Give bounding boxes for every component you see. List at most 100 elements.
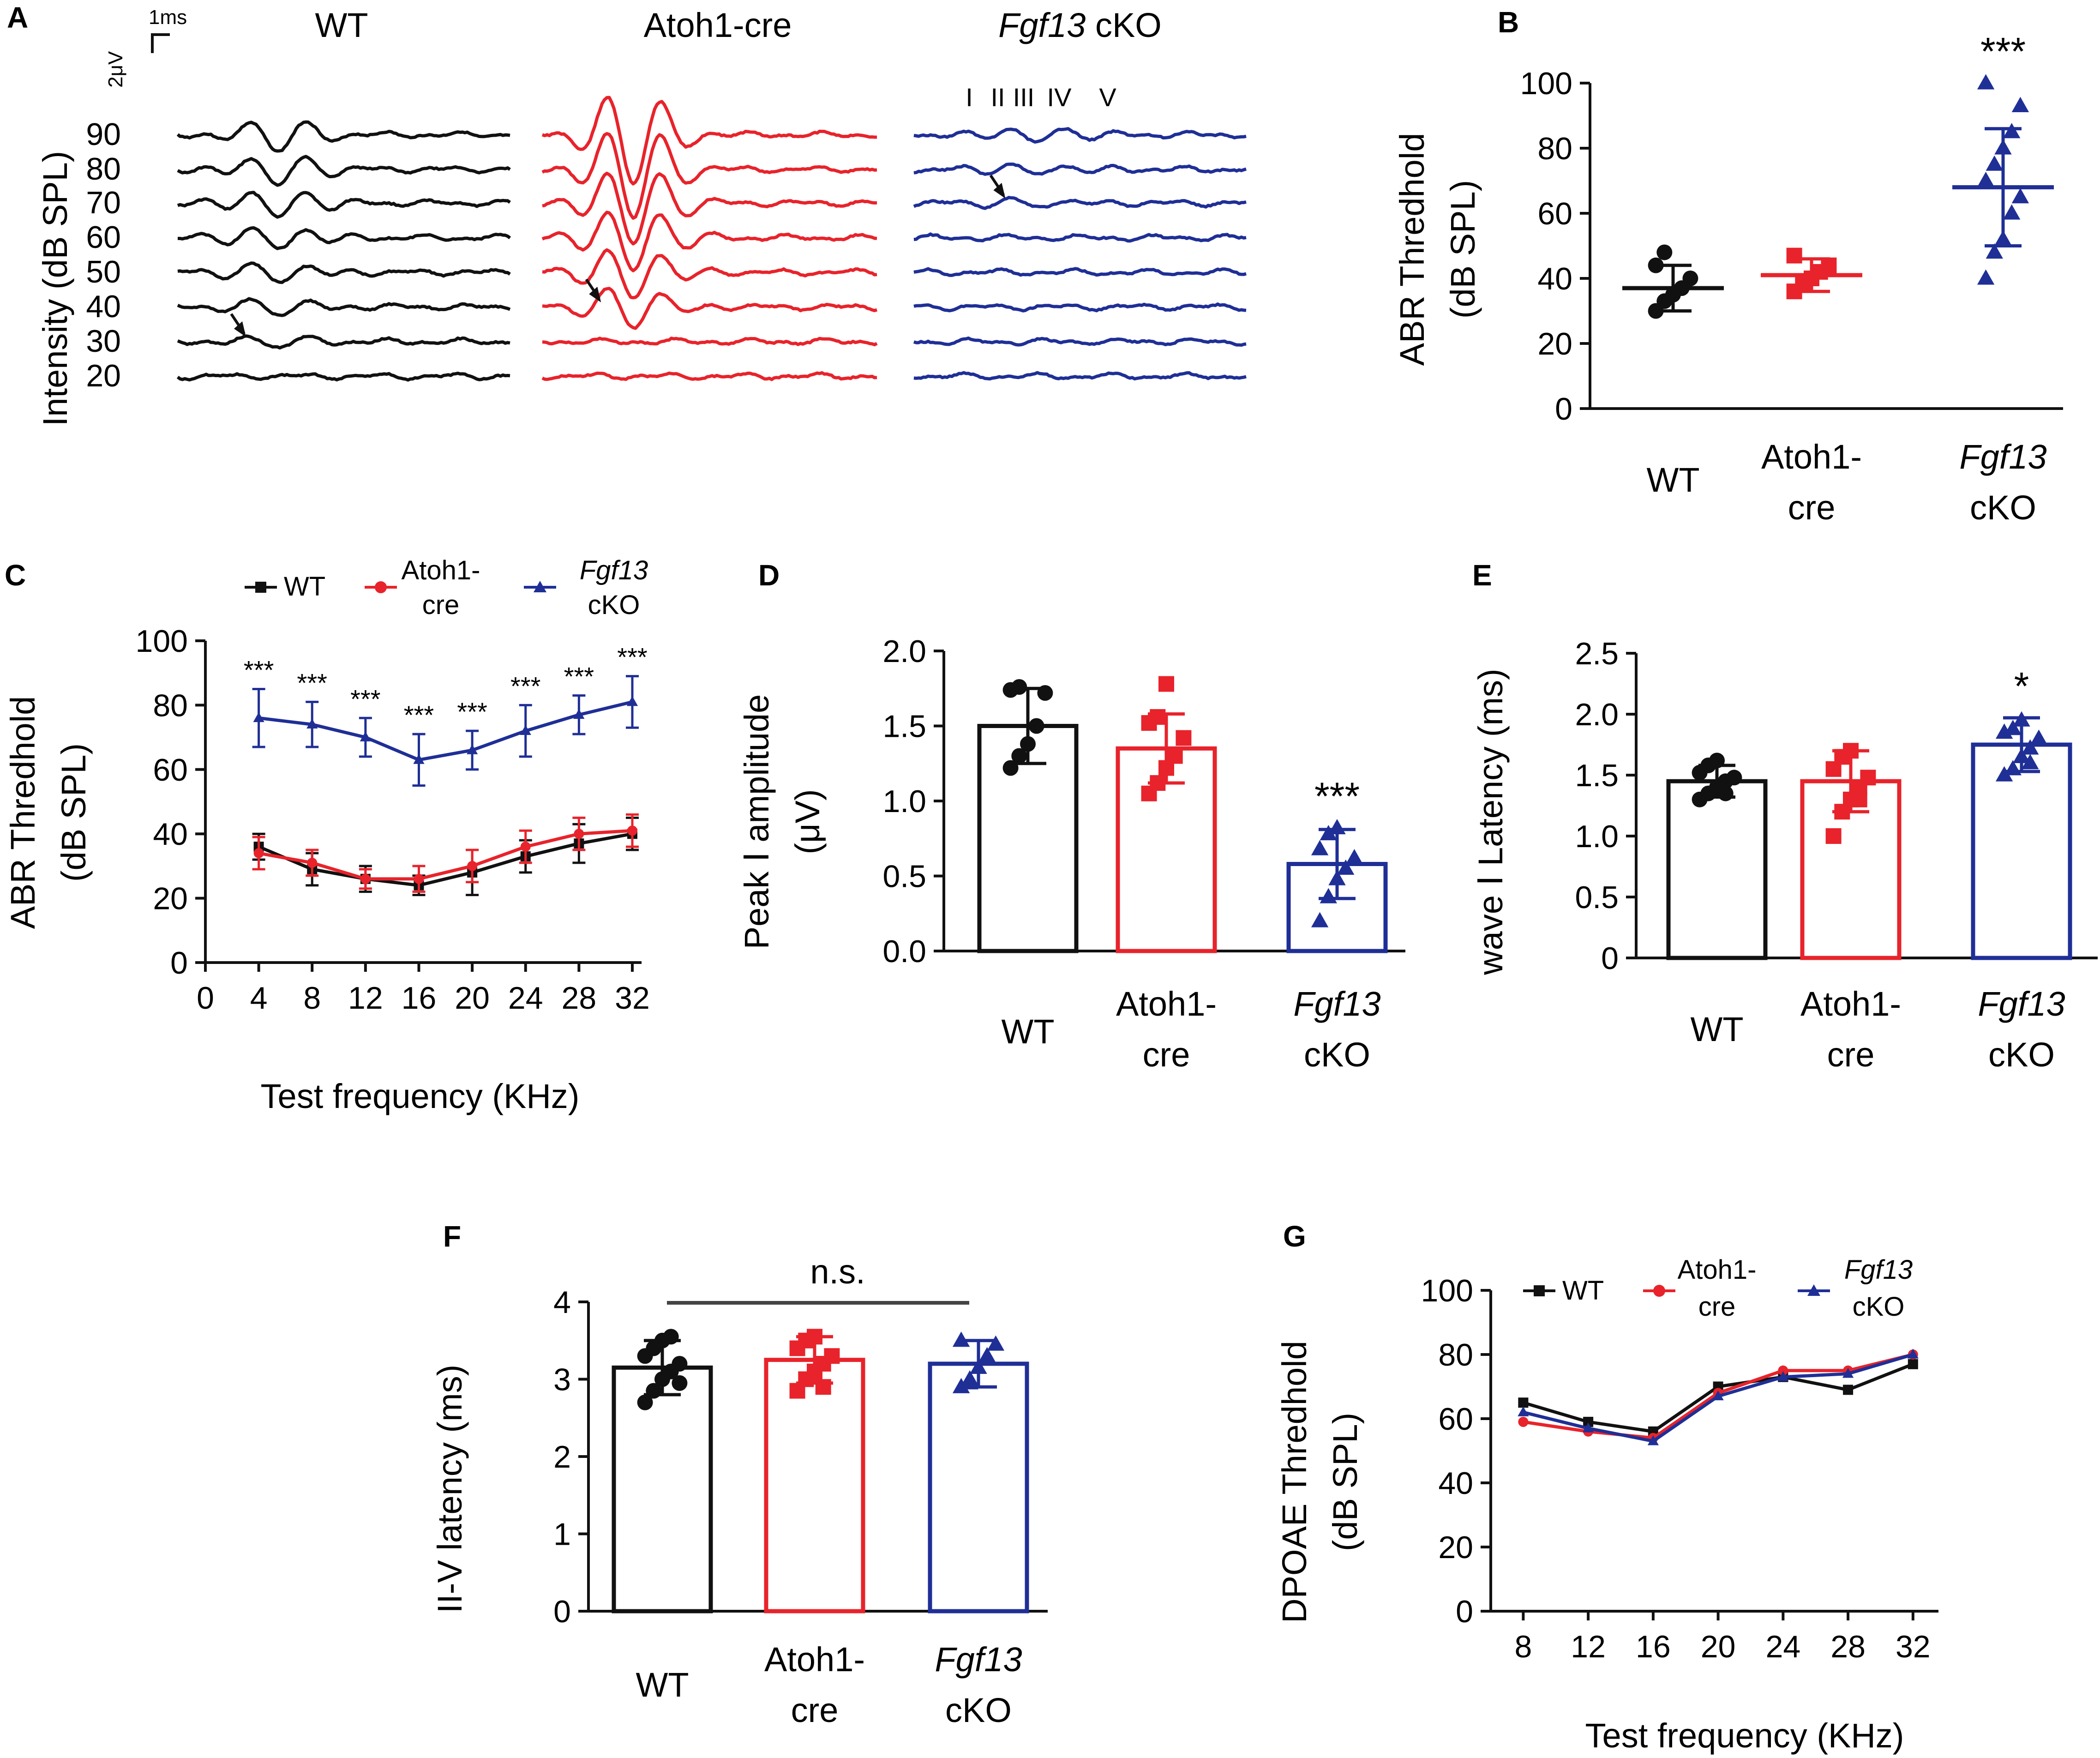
panel-e-xlabel-cko-2: cKO <box>1988 1036 2055 1074</box>
pg-series-point <box>1778 1365 1788 1376</box>
panel-d-xlabel-cko-2: cKO <box>1304 1036 1370 1074</box>
panel-c-legend: WT Atoh1- cre Fgf13 cKO <box>245 555 648 620</box>
pd-data-point <box>1176 730 1192 746</box>
pd-data-point <box>1320 825 1337 841</box>
panel-g-dpoae-threshold: DPOAE Thredhold (dB SPL) 0 20 40 60 80 100 8 12… <box>1275 1255 1938 1755</box>
pb-data-point <box>2011 96 2029 112</box>
pe-data-point <box>1825 828 1842 844</box>
pg-y-tick-label: 20 <box>1438 1530 1473 1565</box>
pc-significance: *** <box>564 662 594 691</box>
pf-data-point <box>672 1356 688 1372</box>
panel-f-ylabel: II-V latency (ms) <box>431 1365 469 1614</box>
panel-f-ii-v-latency: II-V latency (ms) 0 1 2 3 4 n.s. WT Atoh1- cr… <box>431 1252 1048 1729</box>
pc-series-line <box>258 829 633 881</box>
panel-e-xlabel-atoh-1: Atoh1- <box>1800 985 1901 1023</box>
abr-wave-trace <box>542 248 877 300</box>
pf-y-tick-label: 4 <box>553 1285 571 1320</box>
panel-e-ylabel: wave Ⅰ Latency (ms) <box>1471 668 1510 975</box>
panel-a-title-cko: Fgf13 cKO <box>998 6 1162 44</box>
wave-label: II <box>990 83 1005 112</box>
pg-y-tick-label: 0 <box>1456 1594 1473 1629</box>
pd-y-tick-label: 0.5 <box>882 859 926 894</box>
abr-wave-trace <box>177 334 510 350</box>
pb-significance: *** <box>1980 30 2026 73</box>
abr-wave-trace <box>542 171 877 246</box>
legend-g-atoh-label-2: cre <box>1698 1292 1736 1322</box>
pe-y-tick-label: 1.0 <box>1575 819 1619 854</box>
panel-letter-d: D <box>758 559 780 592</box>
pb-y-tick-label: 100 <box>1520 66 1572 101</box>
intensity-label: 20 <box>86 358 121 393</box>
legend-g-cko-label-1: Fgf13 <box>1844 1255 1913 1285</box>
panel-f-xlabel-cko-2: cKO <box>945 1691 1012 1729</box>
legend-g-cko-label-2: cKO <box>1853 1292 1905 1322</box>
panel-a-abr-waveforms: 1ms 2μV Intensity (dB SPL) WT Atoh1-cre … <box>36 6 1247 426</box>
intensity-label: 70 <box>86 185 121 220</box>
pb-data-point <box>1682 271 1698 286</box>
pf-y-tick-label: 2 <box>553 1439 571 1475</box>
panel-c-xlabel: Test frequency (KHz) <box>261 1077 580 1115</box>
pc-series-point <box>360 731 371 741</box>
pg-x-tick-label: 12 <box>1571 1629 1606 1664</box>
ns-label: n.s. <box>810 1252 865 1291</box>
abr-wave-trace <box>913 196 1247 210</box>
pe-y-tick-label: 2.0 <box>1575 697 1619 732</box>
pc-series-point <box>307 857 318 868</box>
panel-letter-c: C <box>5 559 26 592</box>
panel-b-xlabel-cko-2: cKO <box>1970 488 2036 527</box>
pc-significance: *** <box>244 656 274 685</box>
intensity-label: 30 <box>86 324 121 359</box>
legend-c-atoh-label-1: Atoh1- <box>402 555 480 585</box>
pe-data-point <box>1995 766 2013 782</box>
panel-f-xlabel-atoh-2: cre <box>791 1691 839 1729</box>
panel-c-abr-threshold-frequency: ABR Thredhold (dB SPL) 0 20 40 60 80 100 0 4 8 12… <box>4 555 650 1115</box>
pd-y-tick-label: 1.0 <box>882 784 926 819</box>
panel-d-xlabel-wt: WT <box>1001 1012 1054 1051</box>
panel-b-xlabel-atoh-2: cre <box>1788 488 1836 527</box>
pc-x-tick-label: 32 <box>615 981 650 1016</box>
panel-e-xlabel-wt: WT <box>1690 1010 1743 1048</box>
pg-x-tick-label: 28 <box>1830 1629 1866 1664</box>
pb-data-point <box>1986 243 2003 259</box>
abr-wave-trace <box>913 371 1247 381</box>
panel-c-ylabel-line1: ABR Thredhold <box>4 696 42 929</box>
pe-data-point <box>1860 770 1876 786</box>
pe-data-point <box>2030 729 2048 745</box>
intensity-label: 50 <box>86 254 121 289</box>
abr-wave-trace <box>177 261 511 284</box>
pe-y-tick-label: 2.5 <box>1575 636 1619 671</box>
panel-f-xlabel-atoh-1: Atoh1- <box>764 1640 865 1679</box>
panel-g-ylabel-line2: (dB SPL) <box>1326 1413 1364 1551</box>
pg-series-point <box>1712 1390 1724 1401</box>
pg-y-tick-label: 40 <box>1438 1466 1473 1501</box>
pc-y-tick-label: 40 <box>153 817 188 852</box>
wave-label: IV <box>1047 83 1072 112</box>
panel-f-xlabel-wt: WT <box>636 1666 689 1704</box>
pb-data-point <box>2003 204 2021 220</box>
pb-data-point <box>1986 155 2003 171</box>
pd-significance: *** <box>1314 775 1360 818</box>
pd-y-tick-label: 0.0 <box>882 934 926 969</box>
pc-y-tick-label: 100 <box>136 624 188 659</box>
wave-label: III <box>1013 83 1035 112</box>
scale-bar-voltage-label: 2μV <box>104 51 127 88</box>
scale-bar <box>151 33 170 53</box>
pg-series-point <box>1907 1349 1919 1359</box>
pc-significance: *** <box>350 684 380 713</box>
panel-a-title-atoh: Atoh1-cre <box>644 6 792 44</box>
panel-c-ylabel-line2: (dB SPL) <box>54 743 93 882</box>
wave-label: V <box>1099 83 1116 112</box>
panel-g-legend: WT Atoh1- cre Fgf13 cKO <box>1523 1255 1913 1322</box>
pc-series-point <box>414 873 424 884</box>
pc-y-tick-label: 0 <box>170 945 188 981</box>
pc-series-point <box>467 744 478 754</box>
threshold-arrow-head <box>234 321 246 337</box>
pb-data-point <box>2003 123 2021 138</box>
pd-data-point <box>1311 840 1329 855</box>
abr-wave-trace <box>542 337 878 347</box>
pd-data-point <box>1311 912 1329 927</box>
pg-y-tick-label: 80 <box>1438 1337 1473 1373</box>
intensity-label: 80 <box>86 151 121 187</box>
legend-c-wt-label: WT <box>284 572 325 602</box>
